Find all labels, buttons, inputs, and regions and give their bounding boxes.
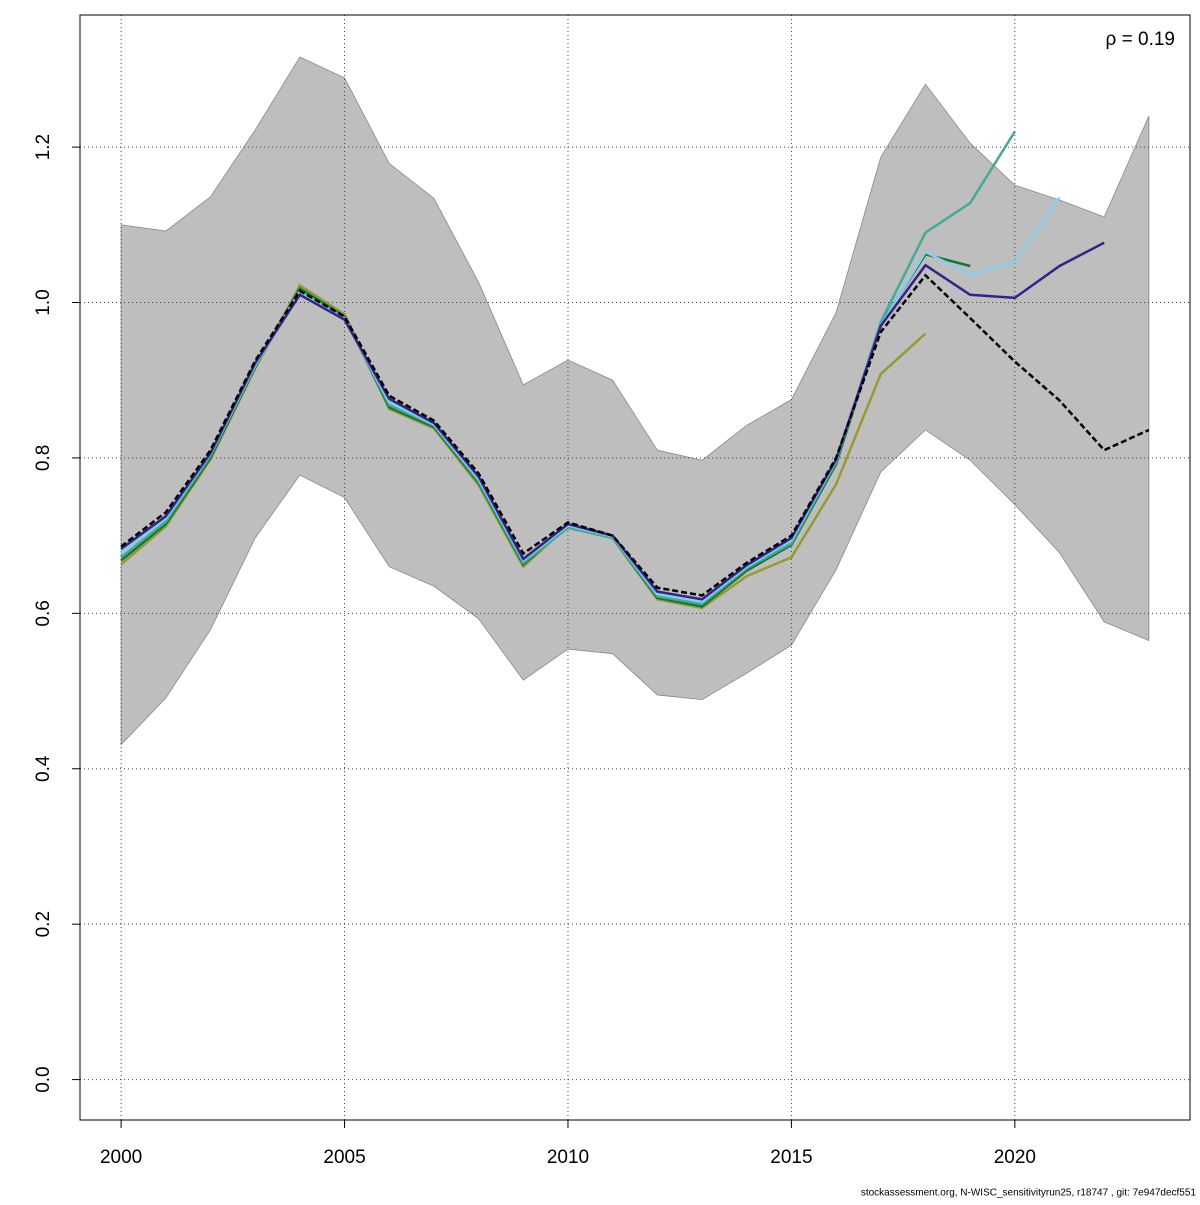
y-tick-label: 0.4 [33,755,54,782]
x-tick-label: 2005 [323,1147,365,1168]
x-tick-label: 2020 [994,1147,1036,1168]
y-tick-label: 1.0 [33,289,54,315]
x-tick-label: 2015 [770,1147,812,1168]
x-tick-label: 2010 [547,1147,589,1168]
series-line [120,241,1105,601]
confidence-band [120,56,1150,746]
footer: stockassessment.org, N-WISC_sensitivityr… [861,1188,1197,1199]
annotation: ρ = 0.19 [1106,29,1175,50]
series-line [120,273,1150,597]
y-tick-label: 0.8 [33,445,54,471]
y-tick-label: 0.2 [33,911,54,937]
y-tick-label: 1.2 [33,134,54,160]
x-tick-label: 2000 [100,1147,142,1168]
plot-frame [79,14,1191,1121]
y-tick-label: 0.6 [33,600,54,626]
y-tick-label: 0.0 [33,1066,54,1092]
